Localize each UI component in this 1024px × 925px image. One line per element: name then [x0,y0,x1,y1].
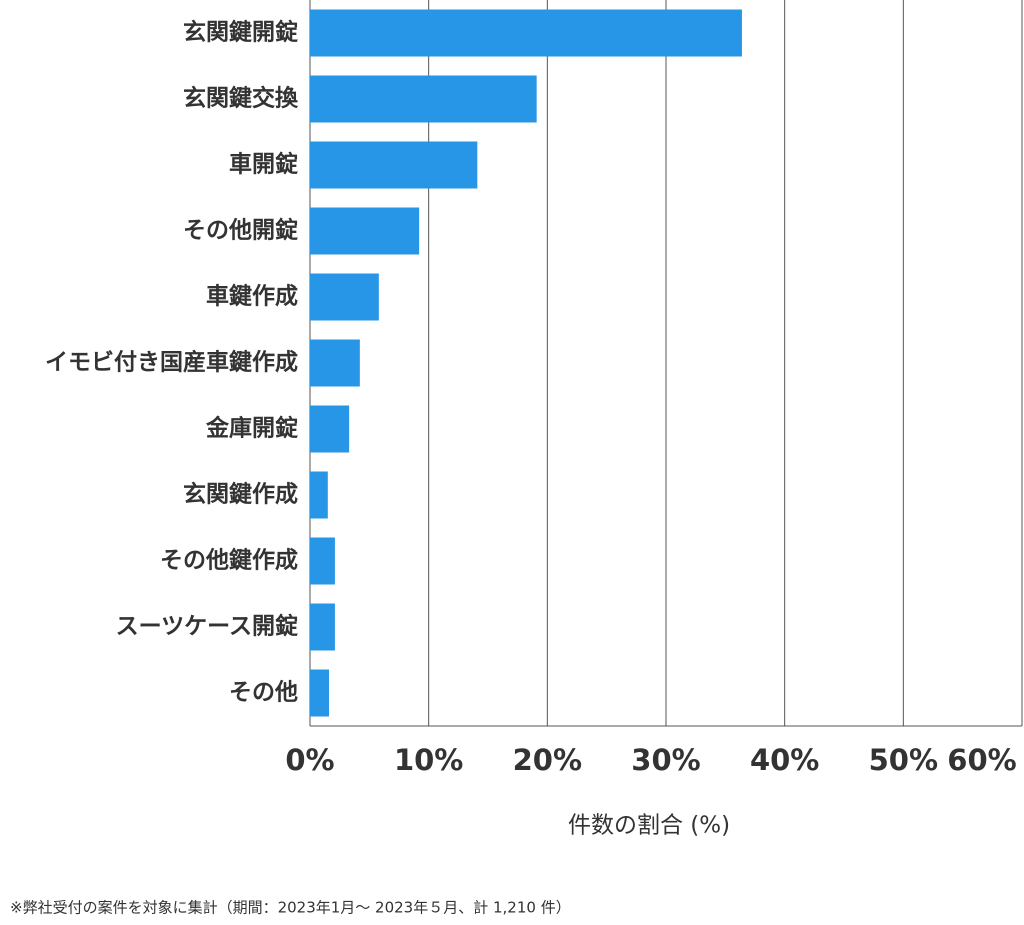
x-tick-label: 60% [947,743,1016,777]
x-tick-label: 0% [285,743,334,777]
x-tick-label: 40% [750,743,819,777]
y-tick-label: その他鍵作成 [160,547,298,574]
y-tick-label: その他 [229,680,298,706]
x-tick-label: 50% [869,743,938,777]
footnote: ※弊社受付の案件を対象に集計（期間：2023年1月～ 2023年５月、計 1,2… [10,899,571,917]
y-tick-label: その他開錠 [183,217,298,244]
x-tick-label: 30% [631,743,700,777]
bar [310,75,537,123]
bar [310,405,350,453]
y-tick-label: 玄関鍵作成 [183,481,298,508]
bar [310,141,478,189]
bar [310,471,328,519]
y-tick-label: スーツケース開錠 [116,613,298,640]
bar [310,537,335,585]
bar [310,207,420,255]
bar [310,603,335,651]
bar [310,9,742,57]
y-tick-label: イモビ付き国産車鍵作成 [45,349,298,376]
x-tick-label: 10% [394,743,463,777]
x-tick-label: 20% [513,743,582,777]
y-tick-label: 車鍵作成 [206,283,298,310]
bar [310,669,329,717]
bar [310,339,360,387]
y-tick-label: 玄関鍵交換 [183,85,299,112]
y-tick-label: 車開錠 [229,151,298,178]
y-tick-label: 玄関鍵開錠 [183,19,298,46]
bar [310,273,379,321]
y-tick-label: 金庫開錠 [205,415,298,442]
x-axis-title: 件数の割合 (%) [568,813,730,839]
